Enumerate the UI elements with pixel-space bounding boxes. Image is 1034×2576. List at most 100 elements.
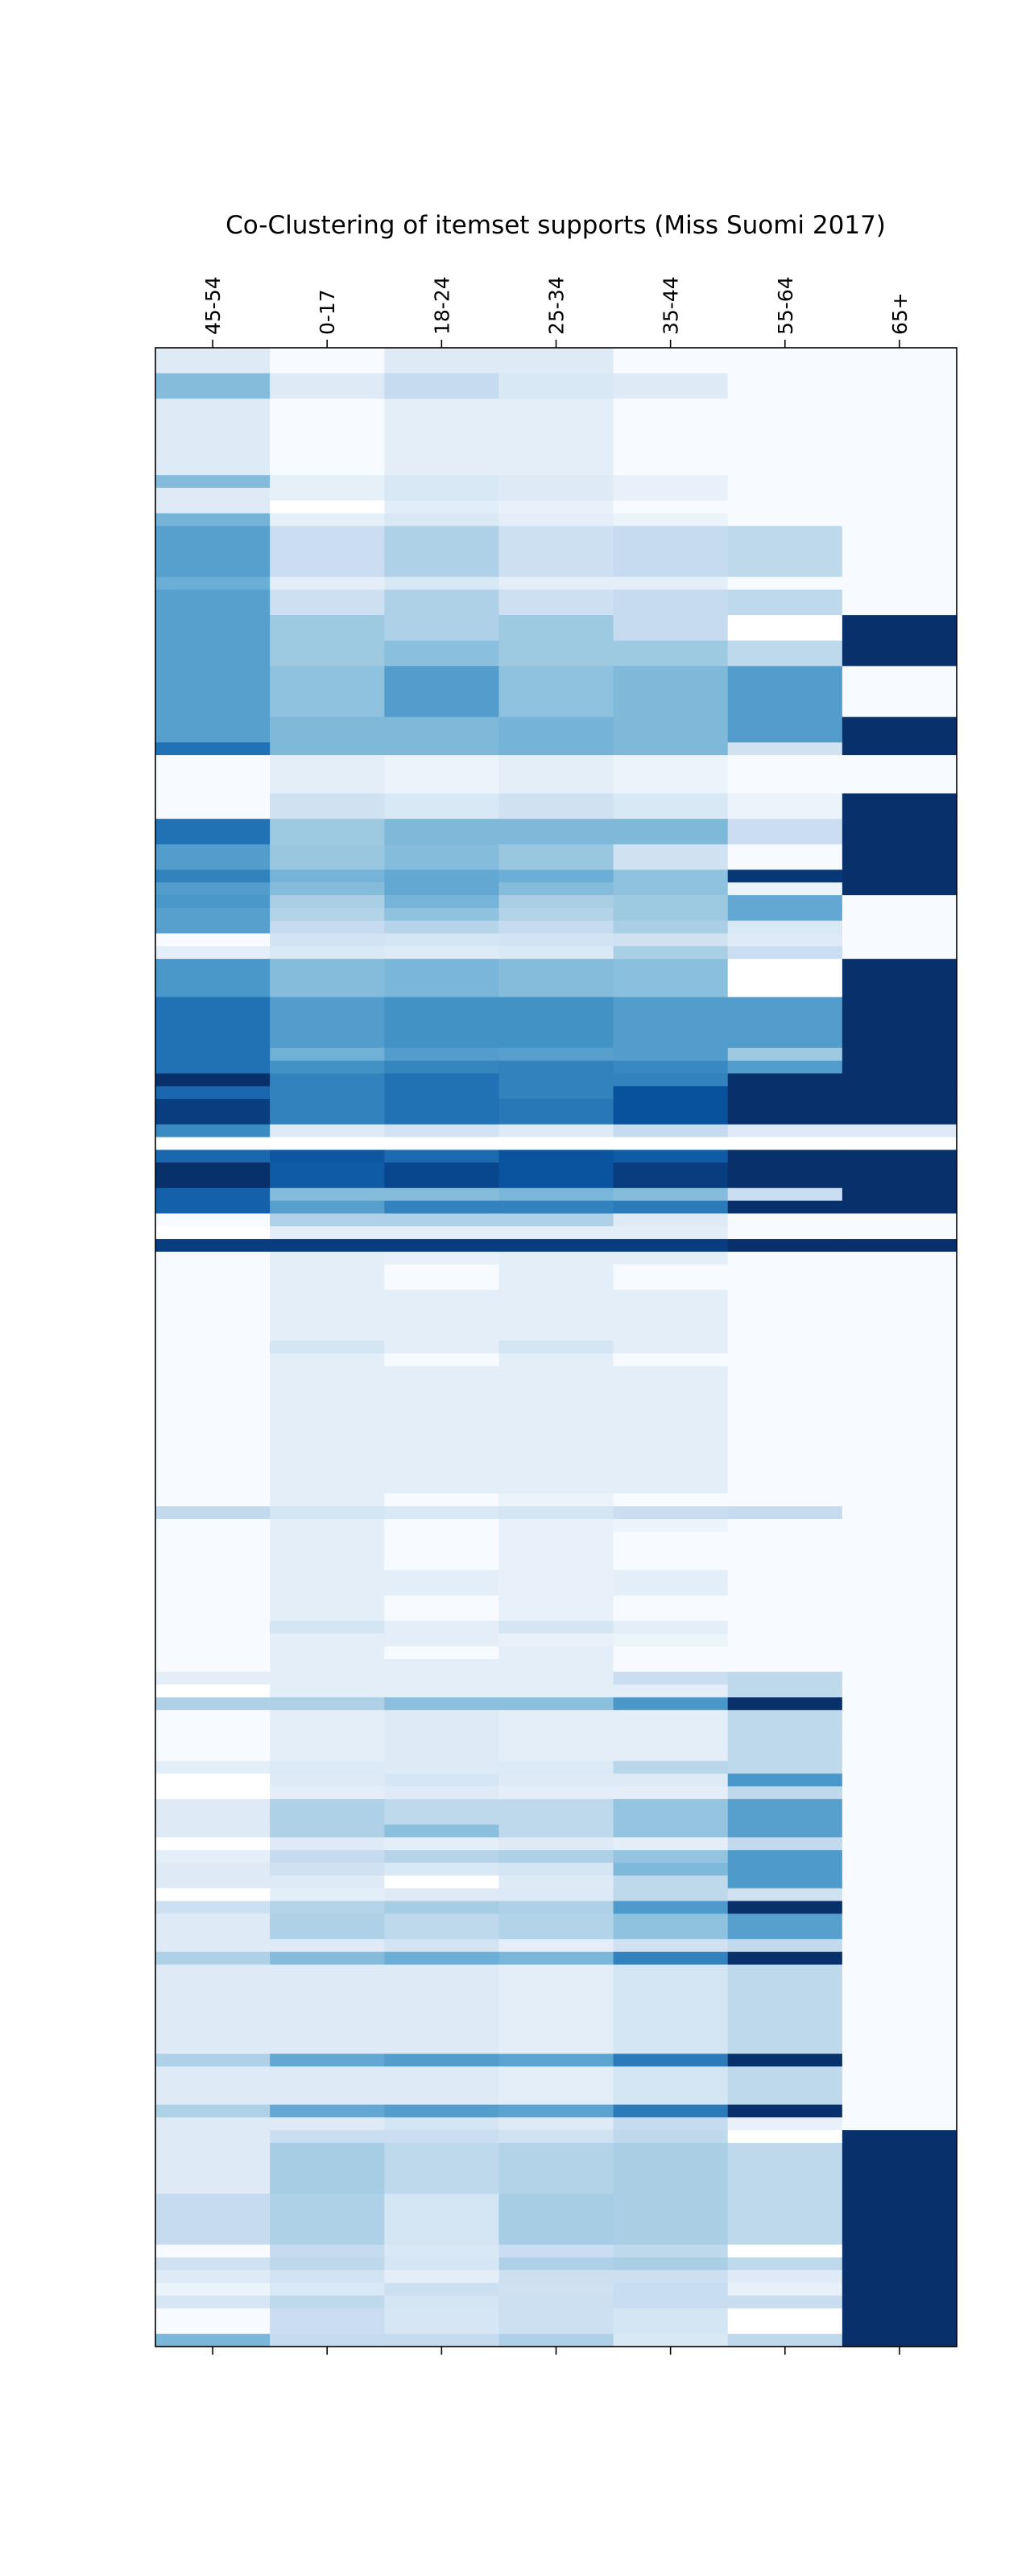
- heatmap-cell-r70-c3: [498, 1850, 614, 1864]
- heatmap-cell-r65-c5: [727, 1773, 843, 1787]
- heatmap-cell-r32-c2: [384, 1086, 500, 1100]
- heatmap-cell-r23-c2: [384, 907, 500, 922]
- heatmap-cell-r51-c2: [384, 1519, 500, 1533]
- heatmap-cell-r54-c4: [613, 1595, 729, 1622]
- heatmap-cell-r50-c3: [498, 1506, 614, 1520]
- heatmap-cell-r20-c3: [498, 869, 614, 883]
- heatmap-cell-r31-c6: [842, 1073, 957, 1087]
- heatmap-cell-r7-c4: [613, 526, 729, 578]
- heatmap-cell-r65-c3: [498, 1773, 614, 1787]
- heatmap-cell-r28-c5: [727, 997, 843, 1049]
- heatmap-cell-r40-c2: [384, 1213, 500, 1227]
- heatmap-cell-r61-c6: [842, 1697, 957, 1711]
- heatmap-cell-r71-c4: [613, 1863, 729, 1876]
- heatmap-cell-r51-c6: [842, 1519, 957, 1533]
- heatmap-cell-r9-c6: [842, 589, 957, 616]
- heatmap-cell-r34-c6: [842, 1124, 957, 1138]
- heatmap-cell-r8-c5: [727, 576, 843, 591]
- heatmap-cell-r28-c4: [613, 997, 729, 1049]
- heatmap-cell-r11-c5: [727, 640, 843, 667]
- heatmap-cell-r38-c6: [842, 1187, 957, 1202]
- heatmap-cell-r51-c4: [613, 1519, 729, 1533]
- heatmap-cell-r29-c5: [727, 1047, 843, 1062]
- heatmap-cell-r5-c3: [498, 500, 614, 514]
- heatmap-cell-r12-c1: [270, 666, 385, 718]
- heatmap-cell-r4-c6: [842, 487, 957, 502]
- heatmap-cell-r80-c5: [727, 2066, 843, 2106]
- heatmap-cell-r23-c5: [727, 907, 843, 922]
- heatmap-cell-r37-c0: [155, 1162, 271, 1189]
- heatmap-cell-r1-c6: [842, 373, 957, 399]
- heatmap-cell-r84-c1: [270, 2142, 385, 2194]
- heatmap-cell-r54-c5: [727, 1595, 843, 1622]
- heatmap-cell-r48-c0: [155, 1366, 271, 1494]
- heatmap-cell-r88-c4: [613, 2270, 729, 2284]
- heatmap-cell-r0-c0: [155, 348, 271, 374]
- heatmap-cell-r34-c1: [270, 1124, 385, 1138]
- heatmap-cell-r92-c6: [842, 2334, 957, 2347]
- heatmap-cell-r84-c3: [498, 2142, 614, 2194]
- heatmap-cell-r54-c3: [498, 1595, 614, 1622]
- heatmap-cell-r69-c0: [155, 1837, 271, 1851]
- heatmap-cell-r30-c1: [270, 1060, 385, 1075]
- heatmap-cell-r24-c5: [727, 920, 843, 935]
- heatmap-cell-r80-c1: [270, 2066, 385, 2106]
- heatmap-cell-r12-c0: [155, 666, 271, 718]
- heatmap-cell-r65-c6: [842, 1773, 957, 1787]
- heatmap-cell-r60-c6: [842, 1684, 957, 1699]
- heatmap-cell-r13-c0: [155, 716, 271, 731]
- heatmap-cell-r17-c6: [842, 793, 957, 819]
- heatmap-cell-r29-c4: [613, 1047, 729, 1062]
- heatmap-cell-r15-c0: [155, 742, 271, 756]
- heatmap-cell-r34-c5: [727, 1124, 843, 1138]
- heatmap-cell-r62-c6: [842, 1710, 957, 1736]
- heatmap-cell-r28-c1: [270, 997, 385, 1049]
- heatmap-cell-r31-c4: [613, 1073, 729, 1087]
- heatmap-cell-r52-c1: [270, 1531, 385, 1571]
- heatmap-cell-r75-c4: [613, 1913, 729, 1940]
- heatmap-cell-r73-c1: [270, 1888, 385, 1902]
- heatmap-cell-r11-c2: [384, 640, 500, 667]
- heatmap-cell-r2-c2: [384, 398, 500, 476]
- heatmap-cell-r65-c2: [384, 1773, 500, 1787]
- heatmap-cell-r8-c2: [384, 576, 500, 591]
- heatmap-cell-r12-c2: [384, 666, 500, 718]
- heatmap-cell-r20-c2: [384, 869, 500, 883]
- heatmap-cell-r92-c4: [613, 2334, 729, 2347]
- heatmap-cell-r61-c0: [155, 1697, 271, 1711]
- heatmap-cell-r89-c6: [842, 2282, 957, 2297]
- heatmap-cell-r56-c2: [384, 1633, 500, 1647]
- heatmap-cell-r74-c1: [270, 1901, 385, 1914]
- heatmap-cell-r88-c6: [842, 2270, 957, 2284]
- heatmap-cell-r68-c6: [842, 1824, 957, 1838]
- heatmap-cell-r84-c4: [613, 2142, 729, 2194]
- heatmap-cell-r30-c3: [498, 1060, 614, 1075]
- heatmap-cell-r63-c1: [270, 1735, 385, 1762]
- heatmap-cell-r79-c4: [613, 2054, 729, 2067]
- heatmap-cell-r17-c4: [613, 793, 729, 819]
- heatmap-cell-r82-c0: [155, 2117, 271, 2131]
- heatmap-cell-r62-c4: [613, 1710, 729, 1736]
- heatmap-cell-r32-c5: [727, 1086, 843, 1100]
- heatmap-cell-r7-c2: [384, 526, 500, 578]
- heatmap-cell-r59-c3: [498, 1671, 614, 1686]
- heatmap-cell-r70-c2: [384, 1850, 500, 1864]
- heatmap-cell-r72-c2: [384, 1875, 500, 1889]
- heatmap-cell-r25-c0: [155, 933, 271, 947]
- heatmap-cell-r3-c1: [270, 475, 385, 489]
- heatmap-cell-r10-c4: [613, 615, 729, 642]
- heatmap-cell-r52-c3: [498, 1531, 614, 1571]
- heatmap-cell-r69-c4: [613, 1837, 729, 1851]
- heatmap-cell-r12-c5: [727, 666, 843, 718]
- heatmap-cell-r41-c1: [270, 1226, 385, 1240]
- heatmap-cell-r48-c2: [384, 1366, 500, 1494]
- heatmap-cell-r72-c1: [270, 1875, 385, 1889]
- heatmap-cell-r61-c2: [384, 1697, 500, 1711]
- heatmap-cell-r55-c0: [155, 1620, 271, 1634]
- heatmap-cell-r46-c2: [384, 1340, 500, 1355]
- heatmap-cell-r40-c1: [270, 1213, 385, 1227]
- column-label-0-17: 0-17: [316, 289, 339, 335]
- heatmap-cell-r55-c3: [498, 1620, 614, 1634]
- heatmap-cell-r16-c4: [613, 755, 729, 795]
- heatmap-cell-r46-c0: [155, 1340, 271, 1355]
